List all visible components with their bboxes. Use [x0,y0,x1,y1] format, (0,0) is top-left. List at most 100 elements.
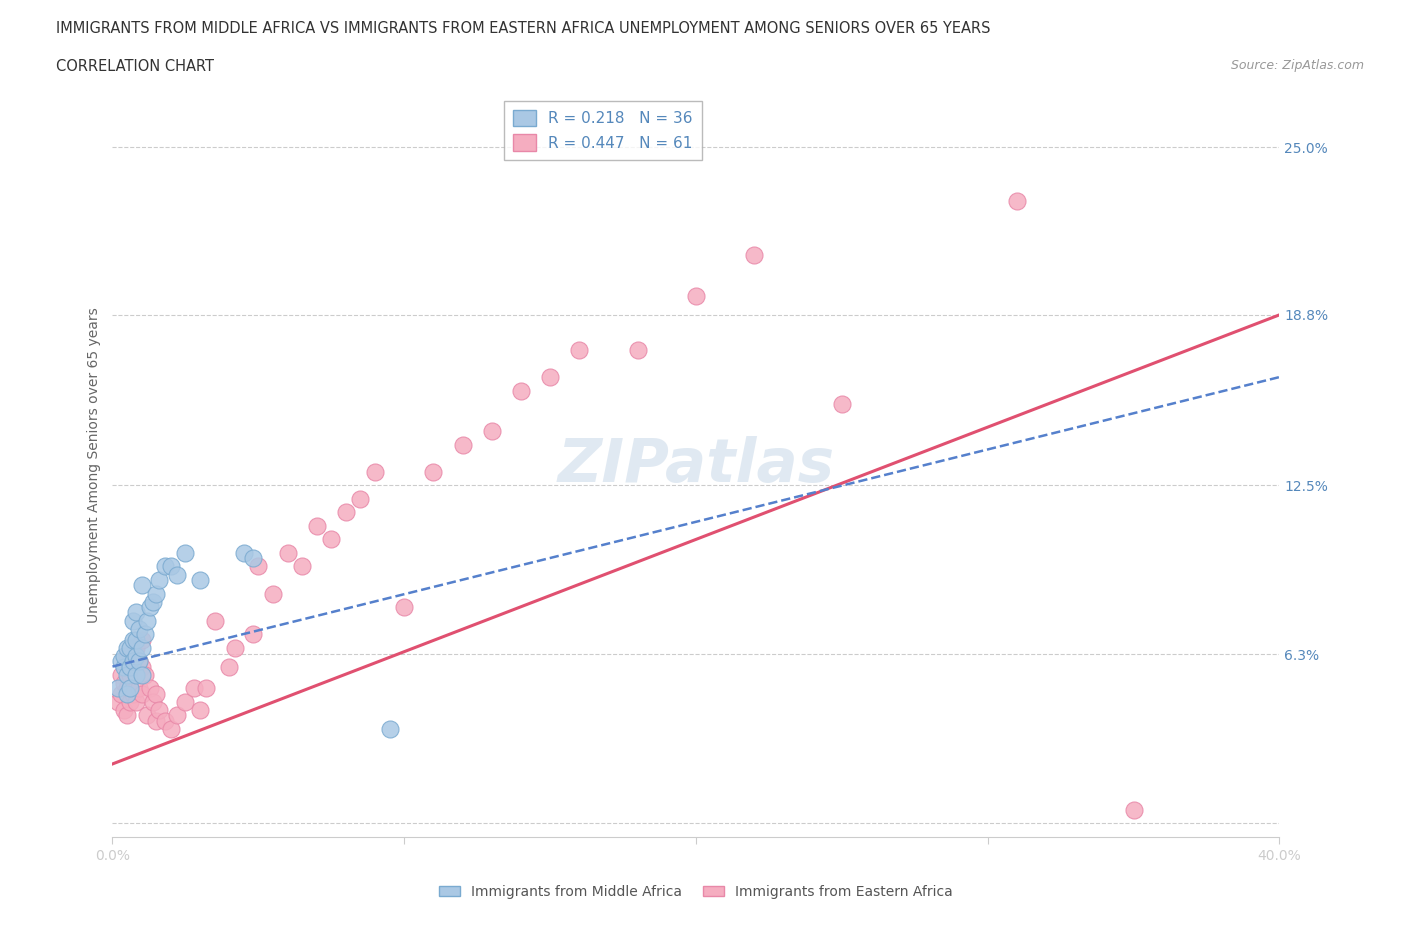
Point [112,702,135,717]
Point [128,621,150,636]
Point [160,722,183,737]
Point [148,702,170,717]
Point [1122,803,1144,817]
Point [118,648,141,663]
Point [166,567,188,582]
Point [232,546,254,561]
Point [122,632,145,647]
Point [118,695,141,710]
Point [392,600,416,615]
Point [139,600,162,615]
Text: Source: ZipAtlas.com: Source: ZipAtlas.com [1230,59,1364,72]
Point [136,613,159,628]
Point [509,383,531,398]
Point [112,659,135,674]
Point [118,640,141,655]
Point [122,613,145,628]
Text: IMMIGRANTS FROM MIDDLE AFRICA VS IMMIGRANTS FROM EASTERN AFRICA UNEMPLOYMENT AMO: IMMIGRANTS FROM MIDDLE AFRICA VS IMMIGRA… [56,21,991,36]
Point [125,648,148,663]
Point [451,437,474,452]
Point [128,654,150,669]
Point [131,686,153,701]
Point [115,640,138,655]
Point [626,342,648,357]
Point [128,654,150,669]
Point [183,681,205,696]
Point [166,708,188,723]
Point [538,369,561,384]
Point [125,640,148,655]
Point [153,559,176,574]
Point [134,667,156,682]
Point [145,586,167,601]
Point [194,681,217,696]
Point [122,654,145,669]
Point [110,654,132,669]
Point [242,551,264,565]
Point [128,681,150,696]
Point [174,695,197,710]
Point [242,627,264,642]
Point [145,686,167,701]
Point [118,681,141,696]
Point [122,659,145,674]
Point [125,667,148,682]
Point [188,573,211,588]
Legend: Immigrants from Middle Africa, Immigrants from Eastern Africa: Immigrants from Middle Africa, Immigrant… [433,880,959,905]
Point [364,464,387,479]
Point [131,640,153,655]
Point [153,713,176,728]
Point [349,491,371,506]
Point [291,559,314,574]
Point [1005,193,1028,208]
Point [218,659,240,674]
Point [422,464,444,479]
Point [685,288,707,303]
Point [131,632,153,647]
Point [131,667,153,682]
Point [204,613,226,628]
Point [224,640,246,655]
Point [335,505,357,520]
Text: ZIPatlas: ZIPatlas [557,435,835,495]
Point [122,686,145,701]
Point [142,695,165,710]
Point [247,559,270,574]
Point [742,248,765,263]
Point [831,397,853,412]
Point [139,681,162,696]
Point [107,681,129,696]
Point [188,702,211,717]
Point [276,546,298,561]
Point [134,627,156,642]
Point [131,659,153,674]
Point [131,578,153,592]
Point [142,594,165,609]
Point [115,681,138,696]
Text: CORRELATION CHART: CORRELATION CHART [56,59,214,73]
Point [305,518,328,533]
Point [112,648,135,663]
Point [136,708,159,723]
Point [115,686,138,701]
Point [174,546,197,561]
Point [115,708,138,723]
Point [112,675,135,690]
Point [115,648,138,663]
Point [118,667,141,682]
Point [115,667,138,682]
Point [107,695,129,710]
Point [110,667,132,682]
Point [148,573,170,588]
Point [378,722,401,737]
Point [262,586,284,601]
Point [568,342,591,357]
Point [321,532,343,547]
Point [145,713,167,728]
Point [125,632,148,647]
Point [125,667,148,682]
Point [481,424,503,439]
Point [160,559,183,574]
Point [125,605,148,620]
Point [125,695,148,710]
